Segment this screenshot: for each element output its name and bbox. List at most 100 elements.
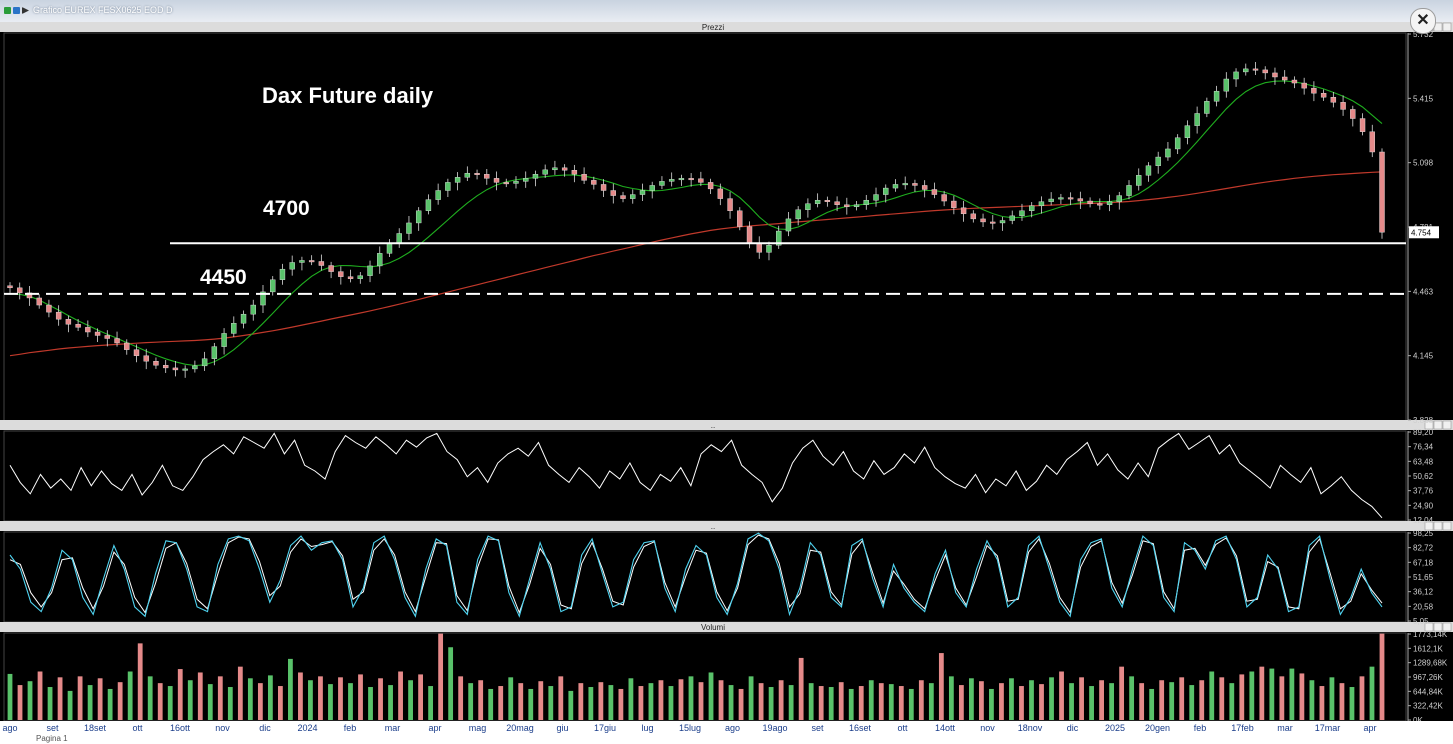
price-candle-body bbox=[649, 185, 655, 191]
price-candle-body bbox=[552, 167, 558, 171]
volume-bar bbox=[388, 685, 393, 720]
price-candle-body bbox=[756, 243, 762, 253]
volume-bar bbox=[658, 680, 664, 720]
volume-bar bbox=[1059, 671, 1064, 720]
volume-bar bbox=[308, 680, 313, 720]
price-candle-body bbox=[1165, 148, 1171, 158]
volume-bar bbox=[67, 690, 73, 720]
price-candle-body bbox=[114, 338, 120, 344]
price-candle-body bbox=[143, 355, 149, 362]
price-candle-body bbox=[1272, 72, 1278, 78]
price-ytick-label: 3.828 bbox=[1413, 416, 1434, 425]
price-candle-body bbox=[454, 177, 461, 183]
volume-bar bbox=[969, 678, 974, 720]
price-candle-body bbox=[1204, 101, 1210, 114]
volume-bar bbox=[1259, 666, 1265, 720]
vol-ytick-label: 1289,68K bbox=[1413, 659, 1448, 668]
volume-bar bbox=[868, 680, 874, 720]
volume-bar bbox=[348, 683, 353, 720]
volume-bar bbox=[107, 688, 113, 720]
volume-bar bbox=[1169, 682, 1175, 720]
volume-bar bbox=[628, 678, 634, 720]
price-candle-body bbox=[221, 333, 227, 347]
price-candle-body bbox=[610, 190, 616, 196]
rsi-ytick-label: 50,62 bbox=[1413, 472, 1434, 481]
price-candle-body bbox=[211, 346, 218, 359]
stoch-fast-line bbox=[9, 532, 1383, 618]
x-axis-tick-label: 19ago bbox=[762, 723, 787, 733]
chart-svg: Prezzi....Volumi5.7325.4155.0984.7814.46… bbox=[0, 22, 1453, 734]
price-candle-body bbox=[1019, 210, 1025, 217]
x-axis-tick-label: 14ott bbox=[935, 723, 956, 733]
volume-bar bbox=[127, 671, 133, 720]
vol-ytick-label: 322,42K bbox=[1413, 702, 1443, 711]
price-candle-body bbox=[630, 194, 636, 199]
price-candle-body bbox=[338, 271, 344, 277]
x-axis-tick-label: ott bbox=[132, 723, 143, 733]
volume-bar bbox=[858, 686, 864, 720]
price-candle-body bbox=[124, 342, 130, 350]
volume-bar bbox=[848, 688, 854, 720]
close-icon[interactable]: ✕ bbox=[1410, 8, 1436, 34]
price-candle-body bbox=[853, 204, 860, 207]
volume-bar bbox=[408, 680, 413, 720]
price-candle-body bbox=[201, 358, 208, 367]
price-candle-body bbox=[1291, 79, 1298, 84]
price-candle-body bbox=[999, 220, 1006, 224]
chart-title: Dax Future daily bbox=[262, 83, 434, 108]
volume-bar bbox=[1089, 686, 1094, 720]
volume-bar bbox=[938, 653, 944, 720]
price-candle-body bbox=[523, 178, 529, 182]
price-candle-body bbox=[814, 200, 821, 204]
price-candle-body bbox=[182, 368, 188, 371]
volume-bar bbox=[207, 684, 213, 720]
volume-bar bbox=[698, 682, 704, 720]
volume-bar bbox=[1229, 683, 1235, 720]
price-candle-body bbox=[1223, 78, 1230, 92]
price-candle-body bbox=[1145, 165, 1152, 176]
price-candle-body bbox=[737, 210, 743, 227]
volume-bar bbox=[518, 683, 524, 720]
volume-bar bbox=[1159, 680, 1165, 720]
volume-bar bbox=[578, 683, 584, 720]
price-candle-body bbox=[1233, 71, 1239, 80]
price-candle-body bbox=[308, 260, 315, 263]
volume-bar bbox=[1369, 666, 1375, 720]
volume-bar bbox=[1219, 677, 1225, 720]
price-candle-body bbox=[65, 319, 72, 325]
price-candle-body bbox=[1379, 151, 1385, 233]
price-candle-body bbox=[260, 291, 266, 306]
window-titlebar: Grafico EUREX FESX0625 EOD D bbox=[0, 0, 1453, 23]
price-candle-body bbox=[493, 178, 500, 183]
window-play-icon[interactable] bbox=[22, 7, 29, 14]
window-menu-icon[interactable] bbox=[4, 7, 11, 14]
volume-bar bbox=[267, 675, 273, 720]
price-candle-body bbox=[513, 181, 519, 184]
price-candle-body bbox=[279, 268, 286, 280]
volume-bar bbox=[87, 685, 93, 720]
volume-bar bbox=[428, 686, 434, 720]
price-candle-body bbox=[318, 261, 325, 266]
footer: Pagina 1 bbox=[0, 734, 1453, 744]
volume-bar bbox=[538, 681, 544, 720]
x-axis-tick-label: set bbox=[811, 723, 824, 733]
price-header-bar bbox=[0, 22, 1453, 32]
price-candle-body bbox=[1058, 197, 1064, 200]
price-candle-body bbox=[1262, 69, 1268, 74]
volume-bar bbox=[488, 688, 494, 720]
volume-bar bbox=[618, 688, 624, 720]
rsi-ytick-label: 63,48 bbox=[1413, 457, 1434, 466]
price-candle-body bbox=[941, 194, 947, 202]
volume-bar bbox=[17, 685, 23, 720]
price-candle-body bbox=[299, 260, 305, 263]
window-restore-icon[interactable] bbox=[13, 7, 20, 14]
price-candle-body bbox=[902, 183, 908, 186]
price-candle-body bbox=[26, 292, 33, 299]
price-candle-body bbox=[795, 209, 801, 220]
price-candle-body bbox=[46, 304, 52, 313]
chart-area: Prezzi....Volumi5.7325.4155.0984.7814.46… bbox=[0, 22, 1453, 734]
price-candle-body bbox=[347, 276, 354, 279]
price-candle-body bbox=[1340, 102, 1346, 110]
volume-bar bbox=[558, 676, 564, 720]
price-candle-body bbox=[7, 285, 13, 289]
